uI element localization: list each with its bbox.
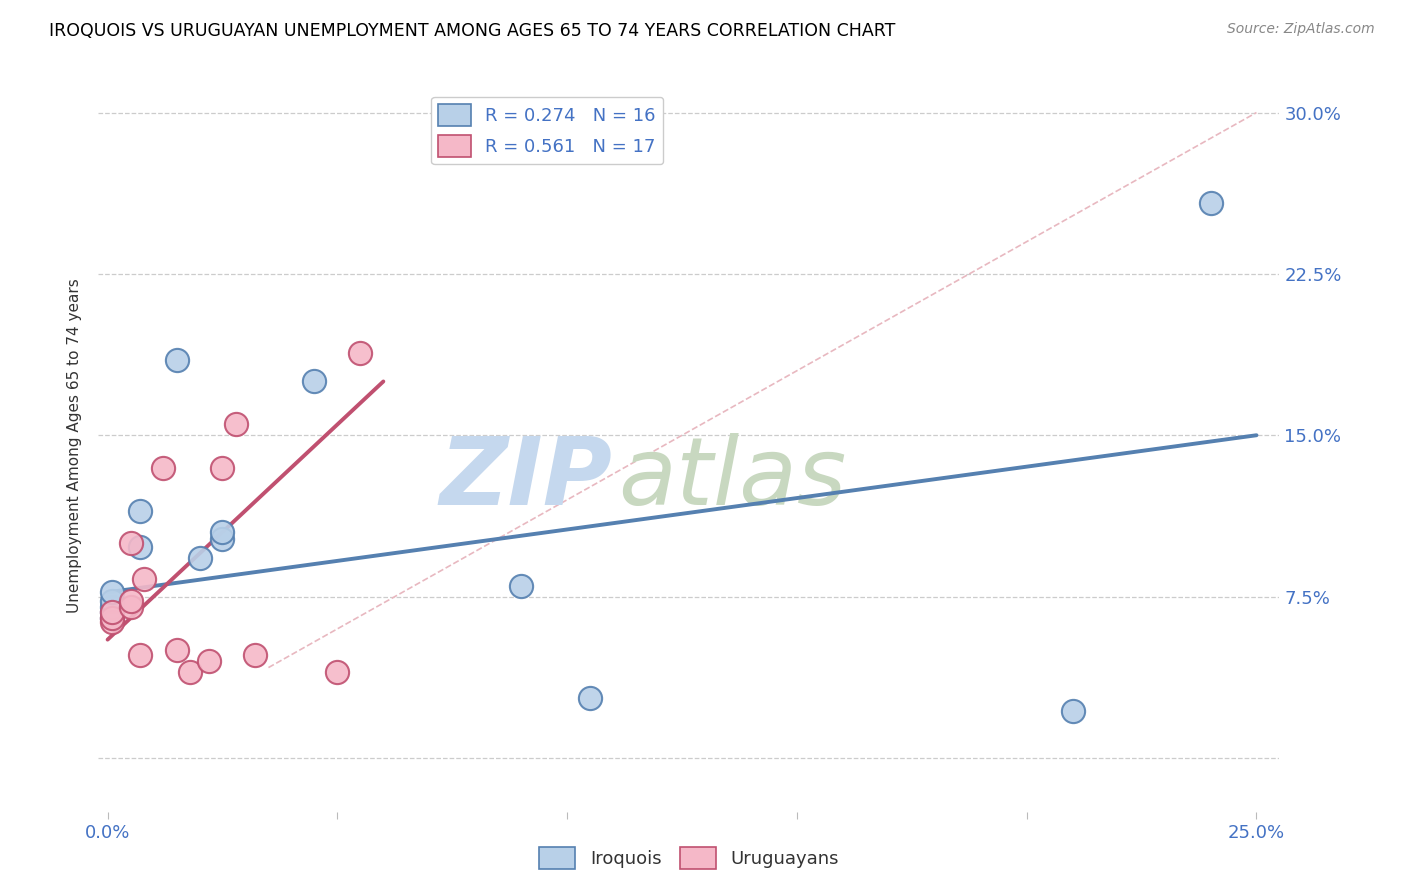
Point	[101, 611, 124, 625]
Point	[101, 585, 124, 599]
Point	[152, 460, 174, 475]
Point	[579, 690, 602, 705]
Point	[101, 605, 124, 619]
Point	[101, 615, 124, 630]
Point	[326, 665, 349, 679]
Y-axis label: Unemployment Among Ages 65 to 74 years: Unemployment Among Ages 65 to 74 years	[67, 278, 83, 614]
Point	[1199, 195, 1222, 210]
Point	[211, 524, 233, 539]
Point	[128, 648, 150, 662]
Point	[101, 600, 124, 615]
Point	[120, 600, 142, 615]
Point	[510, 579, 533, 593]
Point	[197, 654, 219, 668]
Point	[120, 594, 142, 608]
Legend: Iroquois, Uruguayans: Iroquois, Uruguayans	[531, 839, 846, 876]
Point	[101, 594, 124, 608]
Point	[166, 353, 188, 368]
Point	[128, 503, 150, 517]
Text: IROQUOIS VS URUGUAYAN UNEMPLOYMENT AMONG AGES 65 TO 74 YEARS CORRELATION CHART: IROQUOIS VS URUGUAYAN UNEMPLOYMENT AMONG…	[49, 22, 896, 40]
Point	[211, 460, 233, 475]
Point	[243, 648, 266, 662]
Point	[101, 605, 124, 619]
Point	[134, 573, 156, 587]
Point	[225, 417, 247, 432]
Point	[349, 346, 371, 360]
Text: ZIP: ZIP	[439, 433, 612, 524]
Point	[128, 540, 150, 554]
Point	[166, 643, 188, 657]
Point	[1062, 704, 1084, 718]
Text: Source: ZipAtlas.com: Source: ZipAtlas.com	[1227, 22, 1375, 37]
Text: atlas: atlas	[619, 434, 846, 524]
Point	[120, 536, 142, 550]
Point	[101, 611, 124, 625]
Point	[188, 550, 211, 565]
Point	[211, 532, 233, 546]
Point	[179, 665, 201, 679]
Point	[304, 375, 326, 389]
